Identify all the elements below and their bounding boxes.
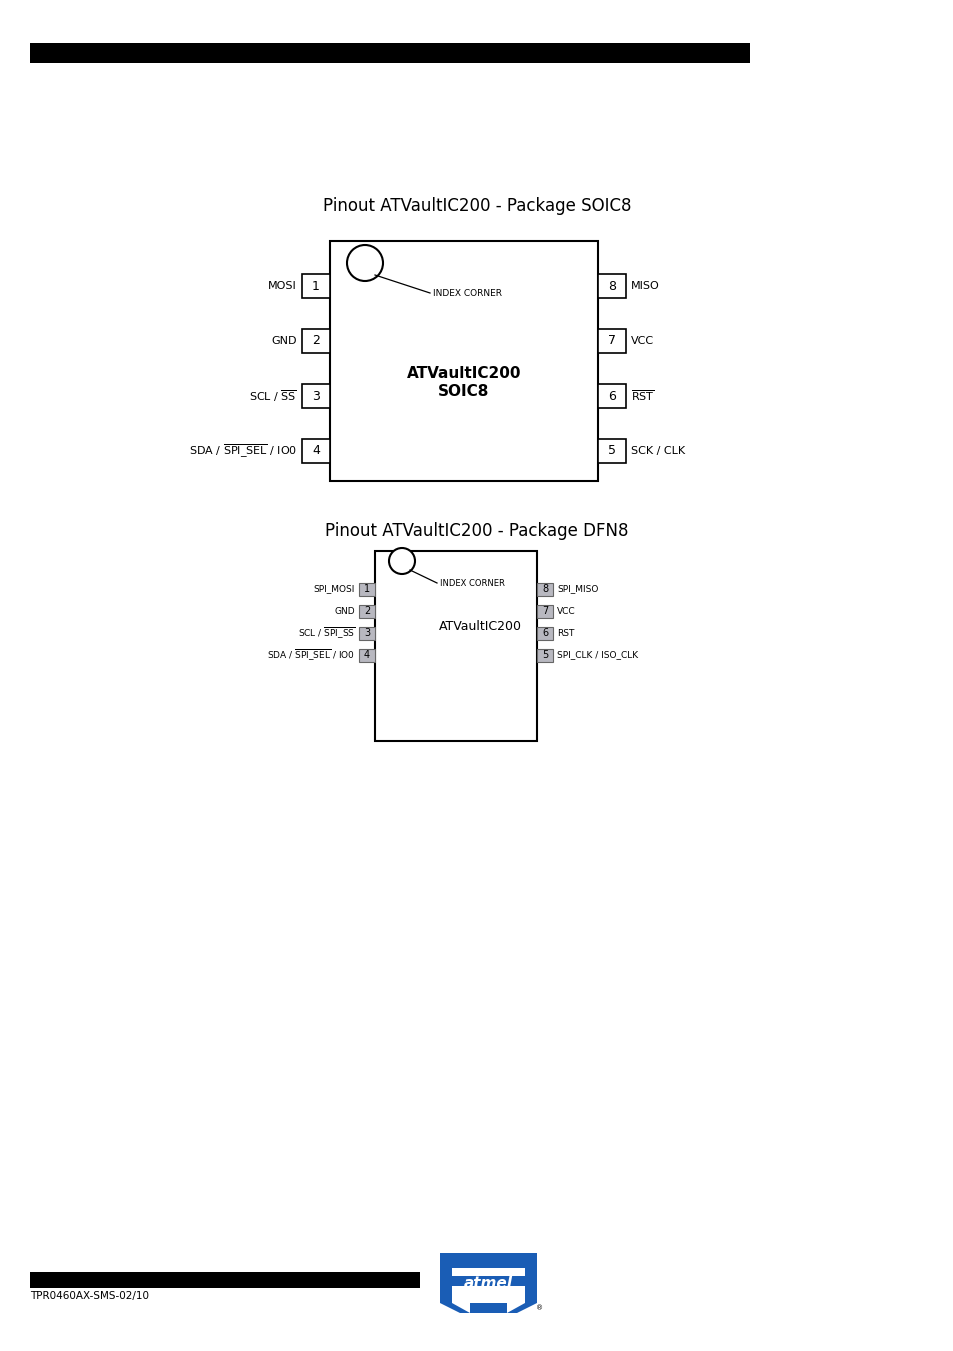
Text: 1: 1 bbox=[363, 584, 370, 594]
Bar bbox=[598, 384, 625, 408]
Text: SCK / CLK: SCK / CLK bbox=[630, 446, 684, 457]
Text: SPI_MOSI: SPI_MOSI bbox=[314, 585, 355, 593]
Text: Pinout ATVaultIC200 - Package DFN8: Pinout ATVaultIC200 - Package DFN8 bbox=[325, 521, 628, 540]
Text: SOIC8: SOIC8 bbox=[437, 384, 489, 399]
Bar bbox=[375, 551, 537, 740]
Text: ®: ® bbox=[536, 1305, 543, 1310]
Bar bbox=[439, 1252, 537, 1269]
Bar bbox=[302, 330, 330, 353]
Text: 3: 3 bbox=[363, 628, 370, 638]
Polygon shape bbox=[439, 1302, 470, 1313]
Text: 7: 7 bbox=[541, 607, 548, 616]
Text: SCL / $\overline{\rm SPI\_SS}$: SCL / $\overline{\rm SPI\_SS}$ bbox=[297, 626, 355, 640]
Text: GND: GND bbox=[272, 336, 296, 346]
Text: 5: 5 bbox=[607, 444, 616, 458]
Bar bbox=[537, 604, 553, 617]
Bar bbox=[537, 582, 553, 596]
Text: 1: 1 bbox=[312, 280, 319, 293]
Text: VCC: VCC bbox=[557, 607, 575, 616]
Text: SDA / $\overline{\rm SPI\_SEL}$ / IO0: SDA / $\overline{\rm SPI\_SEL}$ / IO0 bbox=[189, 442, 296, 459]
Bar bbox=[358, 582, 375, 596]
Text: INDEX CORNER: INDEX CORNER bbox=[433, 289, 501, 297]
Text: TPR0460AX-SMS-02/10: TPR0460AX-SMS-02/10 bbox=[30, 1292, 149, 1301]
Circle shape bbox=[347, 245, 382, 281]
Bar bbox=[302, 274, 330, 299]
Bar bbox=[524, 1258, 537, 1302]
Bar bbox=[302, 439, 330, 463]
Bar bbox=[598, 274, 625, 299]
Text: 8: 8 bbox=[541, 584, 547, 594]
Text: VCC: VCC bbox=[630, 336, 654, 346]
Bar bbox=[598, 330, 625, 353]
Text: $\overline{\rm RST}$: $\overline{\rm RST}$ bbox=[630, 389, 654, 404]
Text: 6: 6 bbox=[607, 389, 616, 403]
Bar bbox=[470, 1302, 506, 1313]
Bar bbox=[439, 1258, 452, 1302]
Text: ATVaultIC200: ATVaultIC200 bbox=[438, 620, 521, 632]
Bar bbox=[330, 240, 598, 481]
Text: 5: 5 bbox=[541, 650, 548, 661]
Text: RST: RST bbox=[557, 628, 574, 638]
Text: 4: 4 bbox=[312, 444, 319, 458]
Text: 6: 6 bbox=[541, 628, 547, 638]
Bar bbox=[358, 627, 375, 639]
Bar bbox=[358, 648, 375, 662]
Bar bbox=[452, 1275, 524, 1286]
Text: SPI_CLK / ISO_CLK: SPI_CLK / ISO_CLK bbox=[557, 650, 638, 659]
Text: MISO: MISO bbox=[630, 281, 659, 290]
Text: ATVaultIC200: ATVaultIC200 bbox=[406, 366, 520, 381]
Text: 7: 7 bbox=[607, 335, 616, 347]
Bar bbox=[537, 648, 553, 662]
Text: 3: 3 bbox=[312, 389, 319, 403]
Bar bbox=[598, 439, 625, 463]
Text: SPI_MISO: SPI_MISO bbox=[557, 585, 598, 593]
Text: Pinout ATVaultIC200 - Package SOIC8: Pinout ATVaultIC200 - Package SOIC8 bbox=[322, 197, 631, 215]
Text: 2: 2 bbox=[363, 607, 370, 616]
Bar bbox=[30, 43, 749, 63]
Text: atmel: atmel bbox=[463, 1275, 512, 1290]
Bar bbox=[302, 384, 330, 408]
Bar bbox=[30, 1273, 419, 1288]
Text: SDA / $\overline{\rm SPI\_SEL}$ / IO0: SDA / $\overline{\rm SPI\_SEL}$ / IO0 bbox=[267, 647, 355, 663]
Bar bbox=[537, 627, 553, 639]
Text: GND: GND bbox=[334, 607, 355, 616]
Text: 2: 2 bbox=[312, 335, 319, 347]
Text: INDEX CORNER: INDEX CORNER bbox=[439, 578, 504, 588]
Polygon shape bbox=[506, 1302, 537, 1313]
Text: 4: 4 bbox=[363, 650, 370, 661]
Text: MOSI: MOSI bbox=[268, 281, 296, 290]
Bar bbox=[358, 604, 375, 617]
Text: SCL / $\overline{\rm SS}$: SCL / $\overline{\rm SS}$ bbox=[249, 388, 296, 404]
Text: 8: 8 bbox=[607, 280, 616, 293]
Circle shape bbox=[389, 549, 415, 574]
